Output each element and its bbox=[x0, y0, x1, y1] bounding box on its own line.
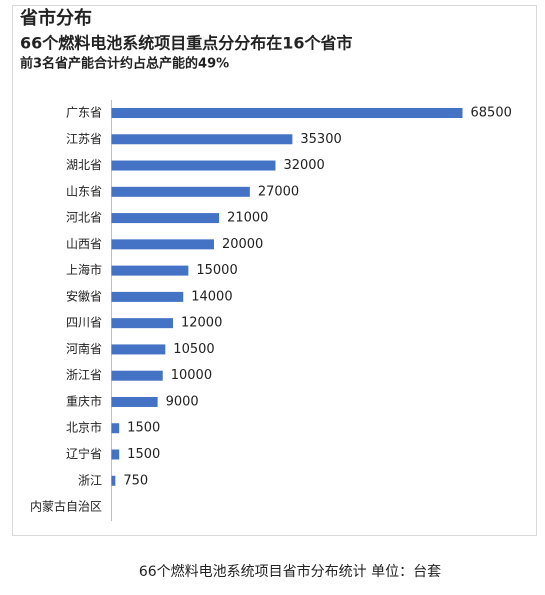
bar bbox=[111, 160, 276, 171]
value-label: 9000 bbox=[166, 394, 199, 409]
chart-subtitle: 前3名省产能合计约占总产能的49% bbox=[20, 56, 229, 72]
value-label: 15000 bbox=[196, 263, 237, 278]
y-tick-label: 浙江省 bbox=[66, 368, 102, 382]
bar bbox=[111, 108, 463, 118]
value-label: 10500 bbox=[173, 342, 214, 357]
y-tick-label: 内蒙古自治区 bbox=[30, 499, 102, 514]
bar bbox=[111, 213, 220, 224]
bar bbox=[111, 449, 120, 460]
value-label: 12000 bbox=[181, 316, 222, 331]
y-tick-label: 重庆市 bbox=[66, 393, 102, 408]
bar bbox=[111, 318, 173, 329]
chart-title: 省市分布 bbox=[19, 7, 92, 29]
chart-subtitle: 66个燃料电池系统项目重点分分布在16个省市 bbox=[20, 34, 353, 53]
value-label: 10000 bbox=[171, 368, 212, 383]
value-label: 68500 bbox=[471, 106, 512, 121]
bar bbox=[111, 475, 116, 486]
bar bbox=[111, 423, 120, 434]
value-label: 1500 bbox=[127, 421, 160, 436]
value-label: 32000 bbox=[283, 158, 324, 173]
y-tick-label: 山西省 bbox=[66, 237, 102, 251]
y-tick-label: 上海市 bbox=[66, 262, 102, 277]
bar bbox=[111, 291, 184, 302]
y-tick-label: 广东省 bbox=[66, 106, 102, 120]
y-tick-label: 安徽省 bbox=[66, 288, 102, 303]
value-label: 20000 bbox=[222, 237, 263, 252]
y-tick-label: 浙江 bbox=[78, 473, 102, 487]
bar bbox=[111, 239, 214, 250]
value-label: 27000 bbox=[258, 184, 299, 199]
chart-frame bbox=[12, 5, 537, 536]
y-tick-label: 山东省 bbox=[66, 184, 102, 198]
bar bbox=[111, 265, 189, 276]
y-tick-label: 北京市 bbox=[66, 420, 102, 435]
bar bbox=[111, 396, 158, 407]
value-label: 14000 bbox=[191, 289, 232, 304]
y-tick-label: 江苏省 bbox=[66, 132, 102, 146]
value-label: 35300 bbox=[300, 132, 341, 147]
value-label: 750 bbox=[123, 473, 148, 488]
caption: 66个燃料电池系统项目省市分布统计 单位：台套 bbox=[139, 563, 441, 580]
bar bbox=[111, 370, 163, 381]
value-label: 21000 bbox=[227, 211, 268, 226]
bar bbox=[111, 134, 293, 145]
bar bbox=[111, 344, 166, 355]
bar bbox=[111, 186, 250, 197]
y-tick-label: 河北省 bbox=[66, 211, 102, 225]
value-label: 1500 bbox=[127, 447, 160, 462]
y-tick-label: 辽宁省 bbox=[66, 446, 102, 461]
y-tick-label: 河南省 bbox=[66, 341, 102, 356]
y-tick-label: 湖北省 bbox=[66, 157, 102, 172]
y-tick-label: 四川省 bbox=[66, 316, 102, 330]
